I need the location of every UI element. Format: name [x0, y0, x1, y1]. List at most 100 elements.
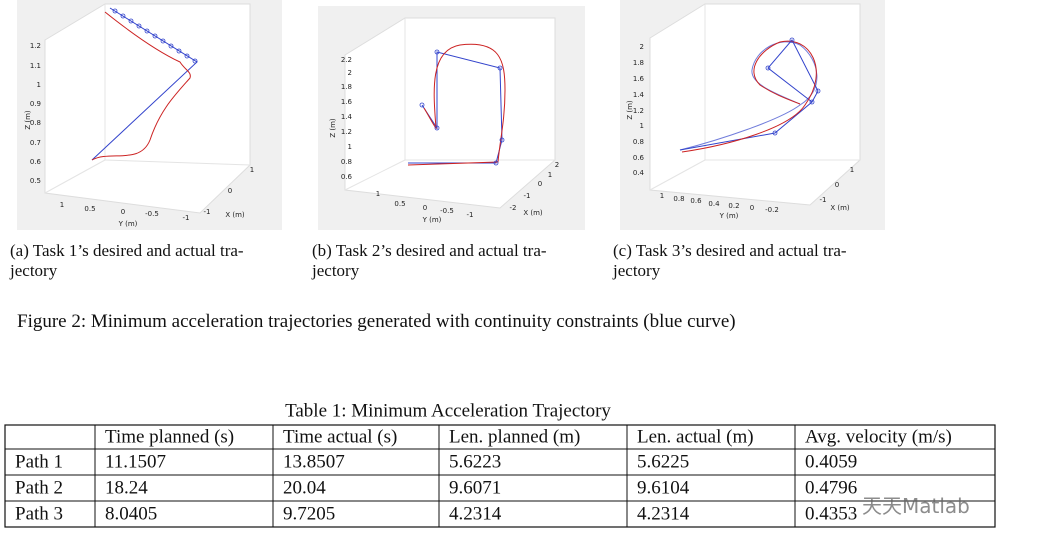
table-cell: 11.1507 [105, 451, 166, 472]
x-tick-label: 1 [548, 171, 552, 179]
z-tick-label: 1 [37, 81, 41, 89]
z-tick-label: 1 [640, 122, 644, 130]
z-tick-label: 1.2 [30, 42, 41, 50]
z-tick-label: 1.8 [633, 59, 644, 67]
header-cell: Len. planned (m) [449, 426, 580, 447]
y-tick-label: 1 [60, 201, 64, 209]
z-tick-label: 1.2 [633, 107, 644, 115]
x-axis-label: X (m) [523, 209, 543, 217]
table-title: Table 1: Minimum Acceleration Trajectory [285, 400, 611, 421]
subfigure-caption: jectory [311, 261, 360, 280]
x-tick-label: 1 [850, 166, 854, 174]
table-cell: Path 1 [15, 451, 63, 472]
header-cell: Time planned (s) [105, 426, 234, 447]
x-tick-label: 0 [228, 187, 232, 195]
z-tick-label: 2 [348, 69, 352, 77]
header-cell: Len. actual (m) [637, 426, 754, 447]
table-cell: 9.6104 [637, 477, 690, 498]
table-cell: 9.6071 [449, 477, 501, 498]
table-cell: 9.7205 [283, 503, 335, 524]
y-tick-label: -1 [183, 214, 190, 222]
table-cell: 5.6223 [449, 451, 501, 472]
table-cell: 4.2314 [637, 503, 690, 524]
z-tick-label: 0.7 [30, 139, 41, 147]
y-tick-label: -0.2 [765, 206, 779, 214]
x-tick-label: 2 [555, 161, 559, 169]
y-tick-label: 0.2 [728, 202, 739, 210]
table-cell: 0.4353 [805, 503, 857, 524]
y-axis-label: Y (m) [118, 220, 138, 228]
table-cell: 0.4059 [805, 451, 857, 472]
y-tick-label: 1 [376, 190, 380, 198]
header-cell: Time actual (s) [283, 426, 397, 447]
y-tick-label: 0.4 [708, 200, 720, 208]
x-tick-label: -1 [524, 192, 531, 200]
z-tick-label: 0.5 [30, 177, 41, 185]
z-axis-label: Z (m) [626, 100, 634, 120]
table-cell: 13.8507 [283, 451, 345, 472]
y-tick-label: -1 [467, 211, 474, 219]
figure-caption: Figure 2: Minimum acceleration trajector… [17, 311, 736, 332]
subfigure-caption: jectory [9, 261, 58, 280]
z-tick-label: 1.4 [633, 91, 645, 99]
header-cell: Avg. velocity (m/s) [805, 426, 952, 447]
z-tick-label: 0.4 [633, 169, 645, 177]
watermark: 天天Matlab [862, 494, 970, 518]
y-tick-label: -0.5 [440, 207, 454, 215]
x-axis-label: X (m) [830, 204, 850, 212]
y-tick-label: -0.5 [145, 210, 159, 218]
z-tick-label: 1.6 [341, 98, 353, 106]
z-tick-label: 0.6 [30, 158, 42, 166]
table-cell: Path 3 [15, 503, 63, 524]
z-tick-label: 0.8 [30, 119, 41, 127]
subfigure-caption: (c) Task 3’s desired and actual tra- [613, 241, 847, 260]
y-tick-label: 0 [750, 204, 754, 212]
z-tick-label: 2.2 [341, 56, 352, 64]
y-tick-label: 0.5 [394, 200, 405, 208]
z-tick-label: 1.2 [341, 128, 352, 136]
table-cell: 4.2314 [449, 503, 502, 524]
table-cell: Path 2 [15, 477, 63, 498]
y-tick-label: 0.8 [673, 195, 684, 203]
table-cell: 18.24 [105, 477, 148, 498]
x-tick-label: -1 [820, 196, 827, 204]
plot-a [17, 0, 282, 230]
z-tick-label: 0.8 [341, 158, 352, 166]
x-axis-label: X (m) [225, 211, 245, 219]
z-tick-label: 0.9 [30, 100, 41, 108]
plot-c [620, 0, 885, 230]
subfigure-caption: (a) Task 1’s desired and actual tra- [10, 241, 244, 260]
z-tick-label: 1 [348, 143, 352, 151]
y-axis-label: Y (m) [719, 212, 739, 220]
y-tick-label: 0 [423, 204, 427, 212]
table-border [4, 424, 996, 528]
z-tick-label: 1.8 [341, 83, 352, 91]
x-tick-label: -1 [204, 208, 211, 216]
z-tick-label: 0.8 [633, 138, 644, 146]
y-tick-label: 0.5 [84, 205, 95, 213]
x-tick-label: 0 [835, 181, 839, 189]
z-axis-label: Z (m) [24, 110, 32, 130]
subfigure-caption: (b) Task 2’s desired and actual tra- [312, 241, 547, 260]
z-tick-label: 1.4 [341, 113, 353, 121]
z-axis-label: Z (m) [329, 118, 337, 138]
x-tick-label: -2 [510, 204, 517, 212]
z-tick-label: 0.6 [341, 173, 353, 181]
x-tick-label: 1 [250, 166, 254, 174]
x-tick-label: 0 [538, 180, 542, 188]
z-tick-label: 0.6 [633, 154, 645, 162]
y-axis-label: Y (m) [422, 216, 442, 224]
z-tick-label: 1.6 [633, 75, 645, 83]
y-tick-label: 1 [660, 192, 664, 200]
table-cell: 8.0405 [105, 503, 157, 524]
table-cell: 5.6225 [637, 451, 689, 472]
y-tick-label: 0 [121, 208, 125, 216]
table-cell: 20.04 [283, 477, 326, 498]
y-tick-label: 0.6 [690, 197, 702, 205]
plot-b [318, 6, 585, 230]
z-tick-label: 2 [640, 43, 644, 51]
subfigure-caption: jectory [612, 261, 661, 280]
table-cell: 0.4796 [805, 477, 857, 498]
